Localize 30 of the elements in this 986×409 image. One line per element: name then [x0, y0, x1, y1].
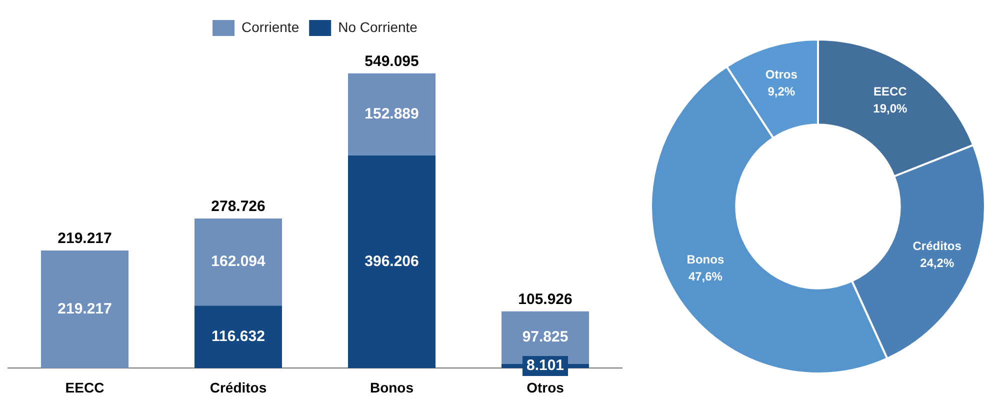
bar [348, 73, 436, 156]
slice-label: Bonos [686, 252, 724, 267]
x-tick-label: EECC [65, 379, 104, 396]
legend-label: No Corriente [338, 18, 418, 35]
total-label: 278.726 [211, 198, 266, 216]
x-tick-label: Otros [526, 379, 564, 396]
total-label: 549.095 [364, 52, 419, 70]
x-tick-label: Créditos [210, 379, 267, 396]
data-label: 97.825 [522, 328, 568, 346]
legend-label: Corriente [242, 18, 300, 35]
data-label: 9,2% [768, 84, 796, 99]
data-label: 47,6% [688, 270, 723, 284]
bar [348, 155, 436, 368]
total-label: 105.926 [518, 290, 572, 308]
data-label: 24,2% [920, 256, 954, 270]
slice-label: Créditos [912, 238, 962, 253]
data-label: 19,0% [873, 102, 908, 116]
slice-label: Otros [765, 68, 798, 82]
bar [194, 306, 282, 368]
data-label: 8.101 [526, 357, 564, 374]
data-label: 396.206 [364, 252, 419, 270]
data-label: 162.094 [211, 253, 266, 270]
x-tick-label: Bonos [370, 379, 414, 396]
total-label: 219.217 [58, 230, 112, 248]
data-label: 152.889 [364, 106, 419, 123]
data-label: 219.217 [58, 300, 112, 318]
data-label: 116.632 [212, 328, 265, 346]
slice-label: EECC [874, 84, 908, 99]
bar [194, 218, 282, 306]
bar [41, 250, 128, 368]
